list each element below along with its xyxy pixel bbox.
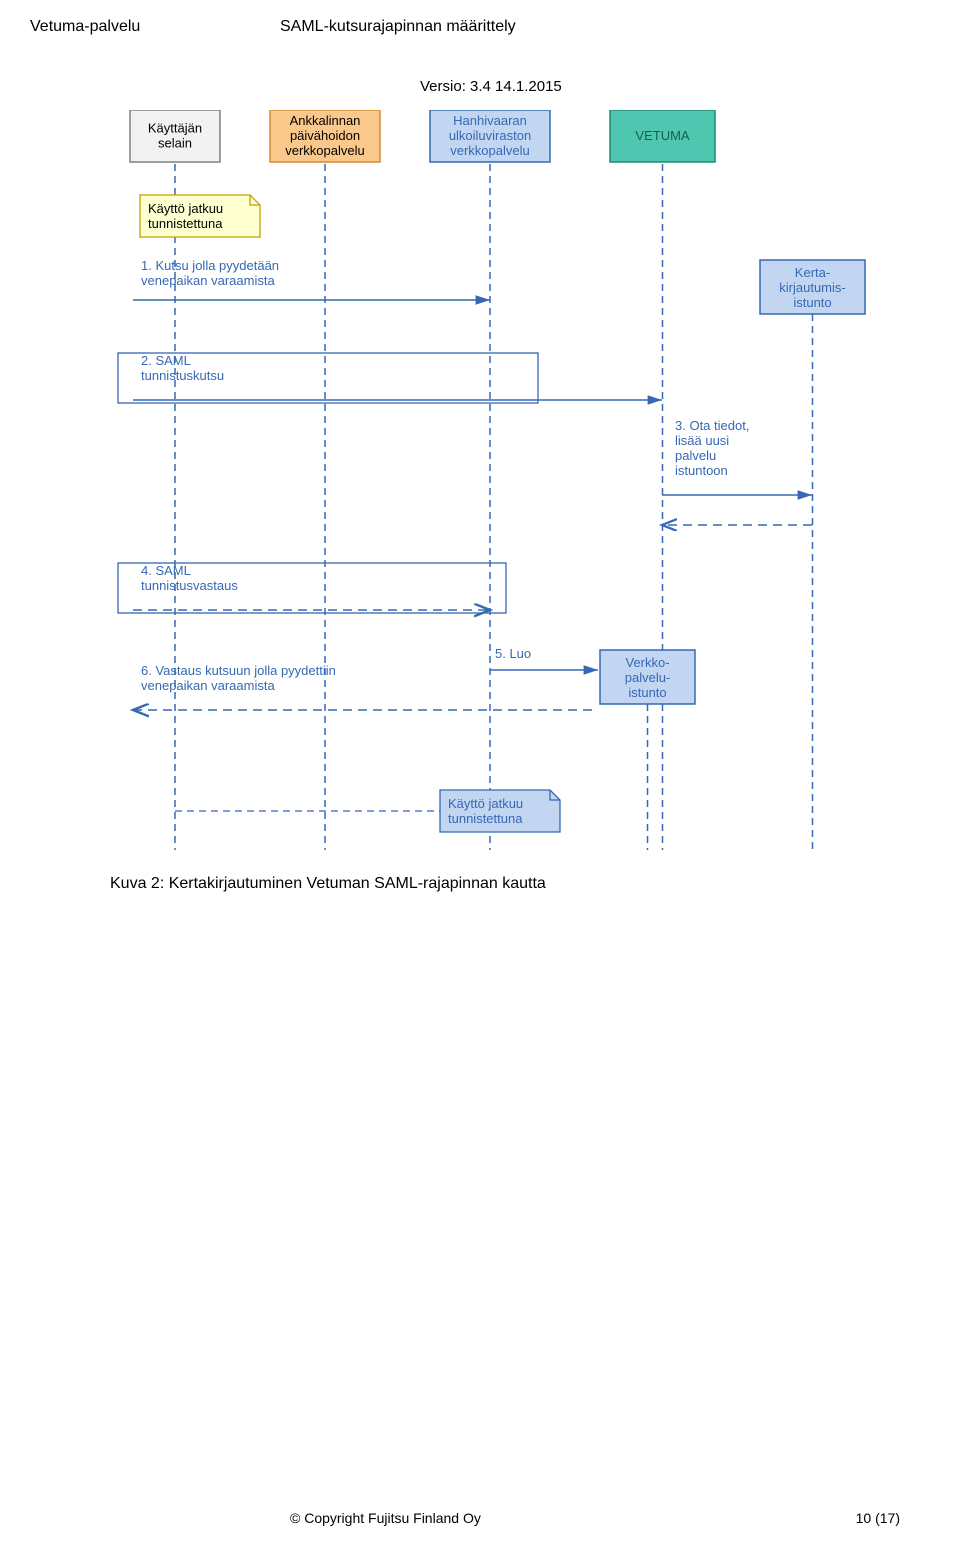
footer-page-number: 10 (17) <box>856 1510 900 1526</box>
svg-text:Ankkalinnanpäivähoidonverkkopa: Ankkalinnanpäivähoidonverkkopalvelu <box>285 113 365 158</box>
svg-text:3. Ota tiedot,lisää uusipalvel: 3. Ota tiedot,lisää uusipalveluistuntoon <box>675 418 749 478</box>
svg-text:Käyttö jatkuutunnistettuna: Käyttö jatkuutunnistettuna <box>148 201 223 231</box>
sequence-diagram: KäyttäjänselainAnkkalinnanpäivähoidonver… <box>100 110 890 870</box>
header-left: Vetuma-palvelu <box>30 18 140 36</box>
svg-text:5. Luo: 5. Luo <box>495 646 531 661</box>
svg-text:1. Kutsu jolla pyydetäänvenepa: 1. Kutsu jolla pyydetäänvenepaikan varaa… <box>141 258 279 288</box>
figure-caption: Kuva 2: Kertakirjautuminen Vetuman SAML-… <box>110 875 546 893</box>
header-center: SAML-kutsurajapinnan määrittely <box>280 18 516 36</box>
svg-text:2. SAMLtunnistuskutsu: 2. SAMLtunnistuskutsu <box>141 353 224 383</box>
svg-text:Hanhivaaranulkoiluvirastonverk: Hanhivaaranulkoiluvirastonverkkopalvelu <box>449 113 531 158</box>
footer-copyright: © Copyright Fujitsu Finland Oy <box>290 1510 481 1526</box>
version-text: Versio: 3.4 14.1.2015 <box>420 78 562 95</box>
svg-text:6. Vastaus kutsuun jolla pyyde: 6. Vastaus kutsuun jolla pyydettiinvenep… <box>141 663 336 693</box>
svg-text:4. SAMLtunnistusvastaus: 4. SAMLtunnistusvastaus <box>141 563 238 593</box>
svg-text:VETUMA: VETUMA <box>635 128 690 143</box>
svg-text:Verkko-palvelu-istunto: Verkko-palvelu-istunto <box>625 655 671 700</box>
svg-text:Käyttö jatkuutunnistettuna: Käyttö jatkuutunnistettuna <box>448 796 523 826</box>
